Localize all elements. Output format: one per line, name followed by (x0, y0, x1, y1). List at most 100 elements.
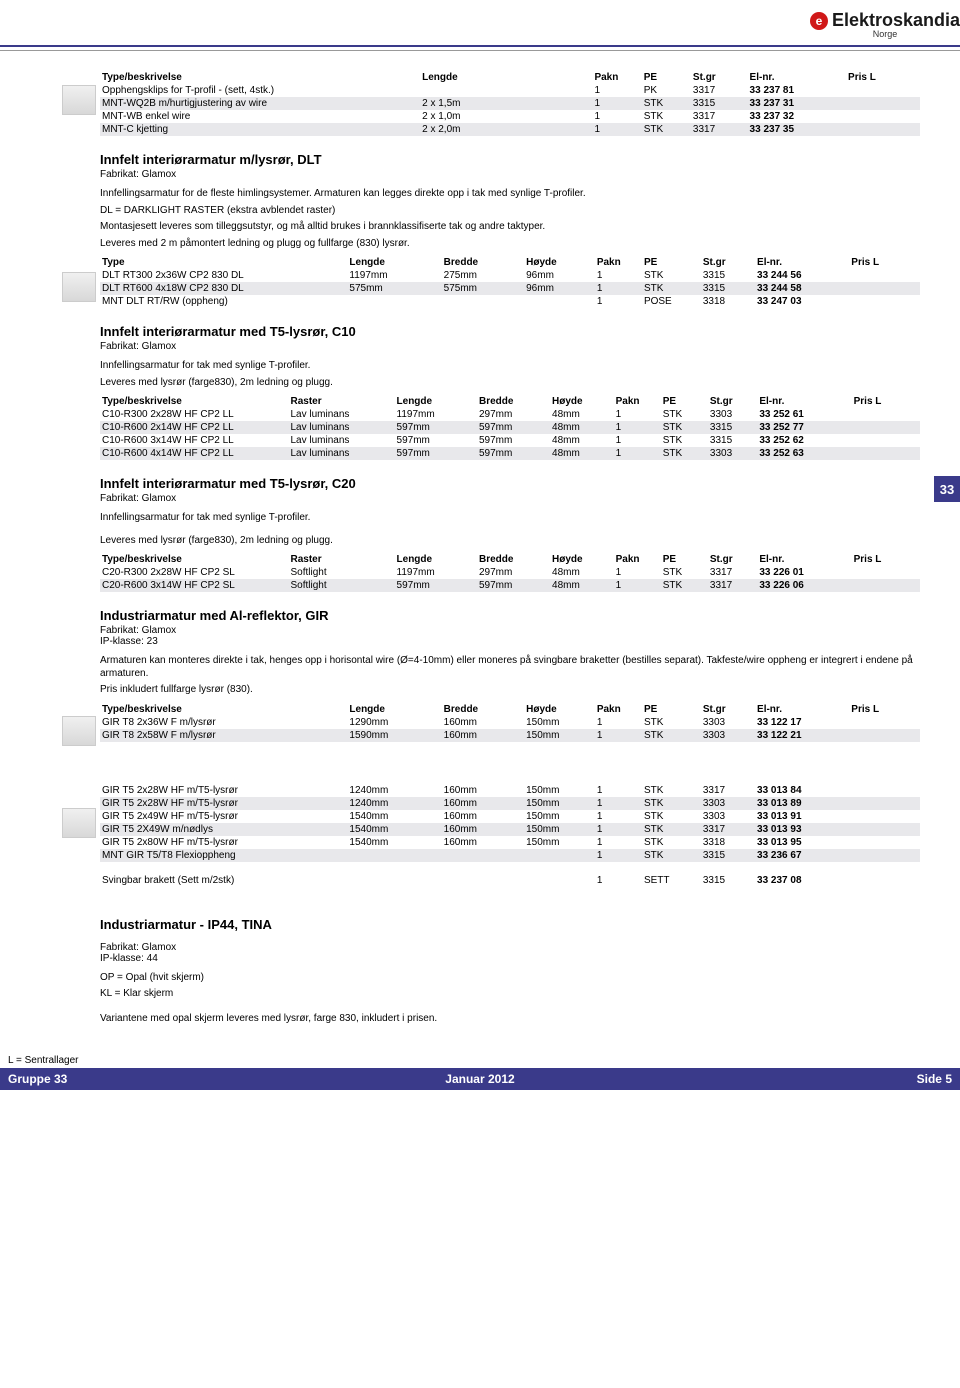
cell: 3303 (701, 797, 755, 810)
cell: MNT-WB enkel wire (100, 110, 420, 123)
cell: 1 (595, 823, 642, 836)
table-gir-t8: Type/beskrivelseLengdeBreddeHøydePaknPES… (100, 703, 920, 742)
cell: 597mm (477, 579, 550, 592)
cell: STK (642, 716, 701, 729)
cell (849, 797, 920, 810)
section-c10: Innfelt interiørarmatur med T5-lysrør, C… (100, 324, 920, 460)
cell (543, 97, 592, 110)
cell: 150mm (524, 810, 595, 823)
col-header: Lengde (347, 703, 441, 716)
desc: OP = Opal (hvit skjerm) (100, 972, 920, 985)
cell: 33 226 01 (757, 566, 851, 579)
desc: Innfellingsarmatur for de fleste himling… (100, 188, 920, 201)
cell: 1540mm (347, 810, 441, 823)
cell: 3315 (708, 421, 757, 434)
col-header: Bredde (442, 703, 524, 716)
footer-page: Side 5 (760, 1072, 960, 1086)
table-row: C10-R300 2x28W HF CP2 LLLav luminans1197… (100, 408, 920, 421)
table-gir-t5: GIR T5 2x28W HF m/T5-lysrør1240mm160mm15… (100, 784, 920, 862)
table-row: GIR T5 2x28W HF m/T5-lysrør1240mm160mm15… (100, 784, 920, 797)
col-header: El-nr. (757, 553, 851, 566)
cell: 1197mm (347, 269, 441, 282)
table-row: C10-R600 3x14W HF CP2 LLLav luminans597m… (100, 434, 920, 447)
cell: GIR T5 2X49W m/nødlys (100, 823, 347, 836)
cell (420, 84, 543, 97)
cell (846, 97, 920, 110)
cell: 48mm (550, 434, 614, 447)
col-header: St.gr (701, 703, 755, 716)
cell: 575mm (442, 282, 524, 295)
cell: 2 x 1,5m (420, 97, 543, 110)
cell: 3315 (691, 97, 748, 110)
section-title: Industriarmatur - IP44, TINA (100, 917, 920, 932)
table-row: C10-R600 4x14W HF CP2 LLLav luminans597m… (100, 447, 920, 460)
cell: STK (642, 797, 701, 810)
cell: 1 (614, 408, 661, 421)
col-header: El-nr. (757, 395, 851, 408)
cell: STK (661, 447, 708, 460)
cell (849, 295, 920, 308)
cell: GIR T5 2x80W HF m/T5-lysrør (100, 836, 347, 849)
cell: STK (642, 823, 701, 836)
desc: Pris inkludert fullfarge lysrør (830). (100, 684, 920, 697)
col-header: Pris L (846, 71, 920, 84)
cell: 33 237 31 (748, 97, 846, 110)
cell: 33 013 93 (755, 823, 849, 836)
cell: C20-R300 2x28W HF CP2 SL (100, 566, 289, 579)
cell (852, 566, 920, 579)
cell: 160mm (442, 797, 524, 810)
cell: 3318 (701, 295, 755, 308)
table-row: MNT GIR T5/T8 Flexioppheng1STK331533 236… (100, 849, 920, 862)
cell: 48mm (550, 566, 614, 579)
table-row: MNT-WQ2B m/hurtigjustering av wire2 x 1,… (100, 97, 920, 110)
cell: 33 122 17 (755, 716, 849, 729)
cell (849, 784, 920, 797)
cell: 33 236 67 (755, 849, 849, 862)
cell: 33 252 63 (757, 447, 851, 460)
cell: Lav luminans (289, 408, 395, 421)
cell: 1 (595, 716, 642, 729)
col-header: Type/beskrivelse (100, 553, 289, 566)
col-header (543, 71, 592, 84)
col-header: Pakn (595, 703, 642, 716)
col-header: Lengde (395, 395, 477, 408)
cell (524, 849, 595, 862)
cell (543, 84, 592, 97)
cell: 575mm (347, 282, 441, 295)
table-row: GIR T5 2x49W HF m/T5-lysrør1540mm160mm15… (100, 810, 920, 823)
table-row: C20-R600 3x14W HF CP2 SLSoftlight597mm59… (100, 579, 920, 592)
cell: 1 (595, 810, 642, 823)
table-gir-bracket: Svingbar brakett (Sett m/2stk)1SETT33153… (100, 874, 920, 887)
cell: 275mm (442, 269, 524, 282)
cell: STK (661, 579, 708, 592)
brand-name: Elektroskandia (832, 10, 960, 31)
cell (849, 836, 920, 849)
cell: Lav luminans (289, 447, 395, 460)
cell: 33 237 35 (748, 123, 846, 136)
desc: KL = Klar skjerm (100, 988, 920, 1001)
ip-class: IP-klasse: 23 (100, 636, 920, 647)
cell: 33 122 21 (755, 729, 849, 742)
section-title: Innfelt interiørarmatur med T5-lysrør, C… (100, 324, 920, 339)
cell: 3315 (701, 269, 755, 282)
cell: 1197mm (395, 566, 477, 579)
section-accessories: Type/beskrivelseLengdePaknPESt.grEl-nr.P… (100, 71, 920, 136)
cell: STK (642, 269, 701, 282)
cell: 150mm (524, 836, 595, 849)
col-header: Pakn (614, 553, 661, 566)
cell: STK (642, 97, 691, 110)
desc: Armaturen kan monteres direkte i tak, he… (100, 655, 920, 680)
cell: Softlight (289, 566, 395, 579)
table-row: MNT-WB enkel wire2 x 1,0m1STK331733 237 … (100, 110, 920, 123)
brand-icon: e (810, 12, 828, 30)
cell: 150mm (524, 823, 595, 836)
section-title: Innfelt interiørarmatur med T5-lysrør, C… (100, 476, 920, 491)
cell: 33 237 81 (748, 84, 846, 97)
cell: 1 (595, 269, 642, 282)
col-header: Høyde (524, 703, 595, 716)
cell (846, 110, 920, 123)
cell: 33 244 56 (755, 269, 849, 282)
cell: 1 (614, 421, 661, 434)
col-header: Bredde (477, 395, 550, 408)
col-header: Type/beskrivelse (100, 703, 347, 716)
